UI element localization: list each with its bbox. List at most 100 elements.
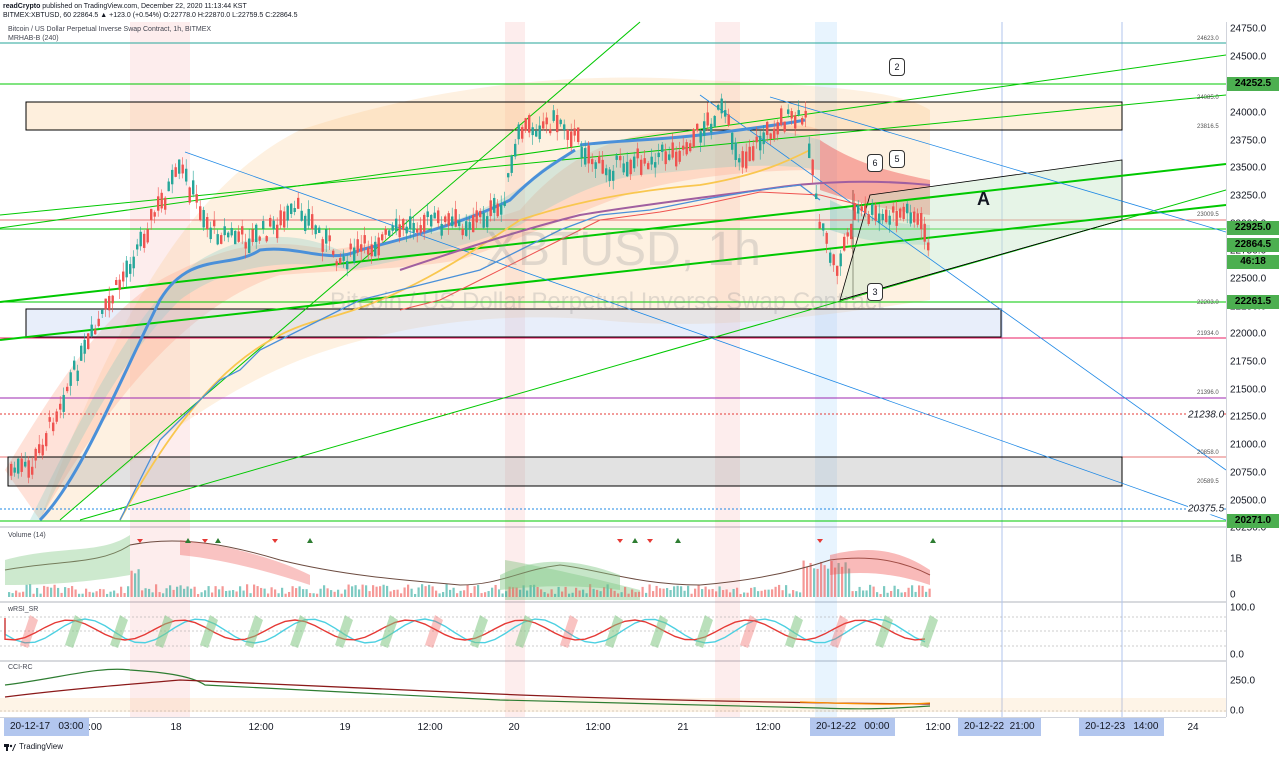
candle-body <box>258 236 261 241</box>
price-chart-canvas[interactable] <box>0 0 1226 717</box>
candle-body <box>101 309 104 314</box>
name-watermark: Bitcoin / US Dollar Perpetual Inverse Sw… <box>330 288 884 315</box>
author-name[interactable]: readCrypto <box>3 3 41 10</box>
candle-body <box>181 164 184 174</box>
volume-bar <box>88 591 91 597</box>
volume-bar <box>697 584 700 597</box>
price-axis[interactable] <box>1226 22 1280 717</box>
volume-bar <box>715 591 718 597</box>
candle-body <box>283 211 286 228</box>
volume-bar <box>298 586 301 597</box>
tradingview-footer[interactable]: TradingView <box>4 742 63 751</box>
candle-body <box>552 110 555 121</box>
volume-bar <box>634 592 637 597</box>
volume-bar <box>862 590 865 597</box>
volume-bar <box>750 587 753 597</box>
candle-body <box>269 217 272 227</box>
candle-body <box>773 128 776 139</box>
candle-body <box>766 121 769 135</box>
candle-body <box>356 239 359 253</box>
candle-body <box>332 250 335 255</box>
volume-bar <box>400 593 403 597</box>
volume-bar <box>221 586 224 597</box>
rsi-fill <box>830 615 848 648</box>
candle-body <box>423 214 426 232</box>
volume-bar <box>830 561 833 597</box>
volume-bar <box>183 588 186 597</box>
candle-body <box>73 360 76 370</box>
candle-body <box>143 233 146 248</box>
price-tick: 22500.0 <box>1230 273 1267 285</box>
trend-line <box>0 163 1226 303</box>
volume-bar <box>32 593 35 597</box>
volume-bar <box>57 587 60 597</box>
candle-body <box>500 204 503 215</box>
volume-bar <box>130 570 133 597</box>
volume-pane-title: Volume (14) <box>8 532 46 539</box>
volume-bar <box>841 566 844 597</box>
cci-signal-line <box>4 679 931 705</box>
volume-bar <box>781 590 784 597</box>
candle-body <box>836 265 839 276</box>
volume-bar <box>484 592 487 597</box>
volume-bar <box>351 586 354 597</box>
volume-bar <box>137 569 140 597</box>
sell-signal-icon <box>272 539 278 543</box>
moving-average-line <box>399 180 931 271</box>
candle-body <box>860 206 863 212</box>
candle-body <box>622 163 625 173</box>
volume-bar <box>533 584 536 597</box>
candle-body <box>549 129 552 134</box>
candle-body <box>465 221 468 236</box>
candle-body <box>521 127 524 139</box>
volume-bar <box>218 589 221 597</box>
candle-body <box>524 118 527 131</box>
volume-bar <box>883 586 886 597</box>
support-box <box>7 456 1123 487</box>
volume-bar <box>319 588 322 597</box>
volume-bar <box>505 591 508 597</box>
volume-bar <box>918 585 921 597</box>
candle-body <box>237 231 240 242</box>
buy-signal-icon <box>185 538 191 543</box>
volume-bar <box>228 590 231 597</box>
volume-bar <box>421 584 424 597</box>
volume-ma-line <box>4 540 931 586</box>
rsi-fill <box>110 615 128 648</box>
buy-signal-icon <box>675 538 681 543</box>
volume-bar <box>655 585 658 597</box>
ribbon-band <box>40 77 930 520</box>
rsi-pane-title: wRSI_SR <box>8 606 39 613</box>
volume-bar <box>375 586 378 597</box>
support-box <box>25 308 1002 338</box>
volume-bar <box>722 590 725 597</box>
volume-bar <box>214 586 217 597</box>
candle-body <box>899 208 902 218</box>
candle-body <box>234 230 237 245</box>
candle-body <box>363 235 366 244</box>
candle-body <box>395 218 398 232</box>
volume-bar <box>281 587 284 597</box>
volume-bar <box>820 561 823 597</box>
candle-body <box>685 142 688 155</box>
time-axis[interactable] <box>0 717 1226 740</box>
volume-bar <box>575 587 578 597</box>
level-label: 21934.0 <box>1197 331 1219 337</box>
candle-body <box>853 202 856 220</box>
volume-bar <box>246 584 249 597</box>
volume-bar <box>242 590 245 597</box>
volume-bar <box>53 584 56 597</box>
candle-body <box>591 159 594 165</box>
volume-bar <box>193 586 196 597</box>
candle-body <box>724 110 727 117</box>
candle-body <box>825 232 828 244</box>
candle-body <box>97 318 100 327</box>
volume-bar <box>603 587 606 597</box>
volume-bar <box>823 565 826 597</box>
candle-body <box>129 264 132 274</box>
candle-body <box>24 461 27 467</box>
candle-body <box>76 370 79 382</box>
candle-body <box>783 121 786 132</box>
candle-body <box>227 232 230 238</box>
